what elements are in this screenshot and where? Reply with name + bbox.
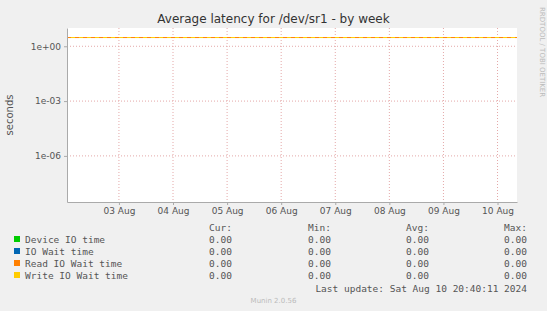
grid-line: [335, 28, 336, 202]
tick-mark: [498, 202, 499, 205]
tick-label: 03 Aug: [103, 206, 135, 216]
legend-stat: 0.00: [406, 234, 429, 245]
legend-stat: 0.00: [308, 270, 331, 281]
legend-stat: 0.00: [504, 270, 527, 281]
grid: [67, 28, 517, 202]
grid-line: [173, 28, 174, 202]
marks: [67, 37, 517, 38]
tick-mark: [335, 202, 336, 205]
tick: 10 Aug: [482, 202, 514, 216]
tick: 1e-06: [35, 151, 67, 161]
legend-stat: 0.00: [308, 246, 331, 257]
tick-mark: [389, 202, 390, 205]
y-axis: 1e-06 1e-03 1e+00: [31, 29, 68, 203]
tick-label: 1e-03: [35, 96, 61, 106]
legend-header: Avg:: [406, 222, 429, 233]
axis-line: [68, 202, 518, 203]
grid-line: [389, 28, 390, 202]
tick: 05 Aug: [212, 202, 244, 216]
legend-stat: 0.00: [504, 234, 527, 245]
tick-label: 06 Aug: [266, 206, 298, 216]
legend-swatch: [14, 272, 20, 278]
tick: 03 Aug: [103, 202, 135, 216]
legend-stat: 0.00: [209, 270, 232, 281]
legend-stat: 0.00: [406, 246, 429, 257]
legend-stat: 0.00: [504, 246, 527, 257]
y-axis-title: seconds: [4, 95, 15, 136]
legend-stat: 0.00: [406, 258, 429, 269]
tick: 07 Aug: [320, 202, 352, 216]
tick-mark: [119, 202, 120, 205]
tick-mark: [173, 202, 174, 205]
tick: 1e+00: [31, 42, 67, 52]
grid-line: [227, 28, 228, 202]
tick: 1e-03: [35, 96, 67, 106]
warning-line: [67, 37, 517, 38]
grid-line: [118, 28, 119, 202]
chart: 1e-061e-031e+0003 Aug04 Aug05 Aug06 Aug0…: [0, 0, 547, 311]
legend-stat: 0.00: [209, 234, 232, 245]
watermark: RRDTOOL / TOBI OETIKER: [538, 7, 546, 97]
tick-label: 07 Aug: [320, 206, 352, 216]
legend-stat: 0.00: [406, 270, 429, 281]
grid-line: [281, 28, 282, 202]
legend-label: Write IO Wait time: [25, 270, 128, 281]
tick-label: 04 Aug: [158, 206, 190, 216]
tick-label: 1e-06: [35, 151, 61, 161]
legend: Cur:Min:Avg:Max:Device IO time0.000.000.…: [14, 222, 527, 281]
grid-line: [497, 28, 498, 202]
tick-label: 05 Aug: [212, 206, 244, 216]
grid-line: [67, 155, 517, 156]
legend-header: Cur:: [209, 222, 232, 233]
plot-area: [67, 28, 517, 202]
tick: 06 Aug: [266, 202, 298, 216]
grid-line: [67, 46, 517, 47]
legend-label: Read IO Wait time: [25, 258, 123, 269]
legend-header: Min:: [308, 222, 331, 233]
tick-label: 10 Aug: [482, 206, 514, 216]
tick-label: 09 Aug: [428, 206, 460, 216]
x-axis: 03 Aug 04 Aug 05 Aug 06 Aug 07 Aug 08 Aug 09 A…: [68, 202, 518, 216]
tick-mark: [64, 101, 67, 102]
tick-label: 08 Aug: [374, 206, 406, 216]
tick-mark: [64, 46, 67, 47]
axis-line: [67, 29, 68, 203]
tick: 08 Aug: [374, 202, 406, 216]
legend-label: Device IO time: [25, 234, 105, 245]
legend-stat: 0.00: [209, 246, 232, 257]
tick-mark: [443, 202, 444, 205]
legend-swatch: [14, 260, 20, 266]
grid-line: [67, 101, 517, 102]
tick-mark: [227, 202, 228, 205]
grid-line: [443, 28, 444, 202]
legend-stat: 0.00: [504, 258, 527, 269]
tick: 09 Aug: [428, 202, 460, 216]
title: Average latency for /dev/sr1 - by week: [157, 12, 389, 26]
legend-header: Max:: [504, 222, 527, 233]
legend-swatch: [14, 236, 20, 242]
footer: Munin 2.0.56: [251, 297, 297, 305]
background: [0, 0, 547, 311]
tick: 04 Aug: [158, 202, 190, 216]
legend-stat: 0.00: [209, 258, 232, 269]
tick-mark: [281, 202, 282, 205]
legend-stat: 0.00: [308, 258, 331, 269]
legend-swatch: [14, 248, 20, 254]
legend-label: IO Wait time: [25, 246, 94, 257]
tick-mark: [64, 156, 67, 157]
last-update: Last update: Sat Aug 10 20:40:11 2024: [315, 283, 527, 294]
tick-label: 1e+00: [31, 42, 62, 52]
legend-stat: 0.00: [308, 234, 331, 245]
warning-line: [67, 37, 517, 38]
